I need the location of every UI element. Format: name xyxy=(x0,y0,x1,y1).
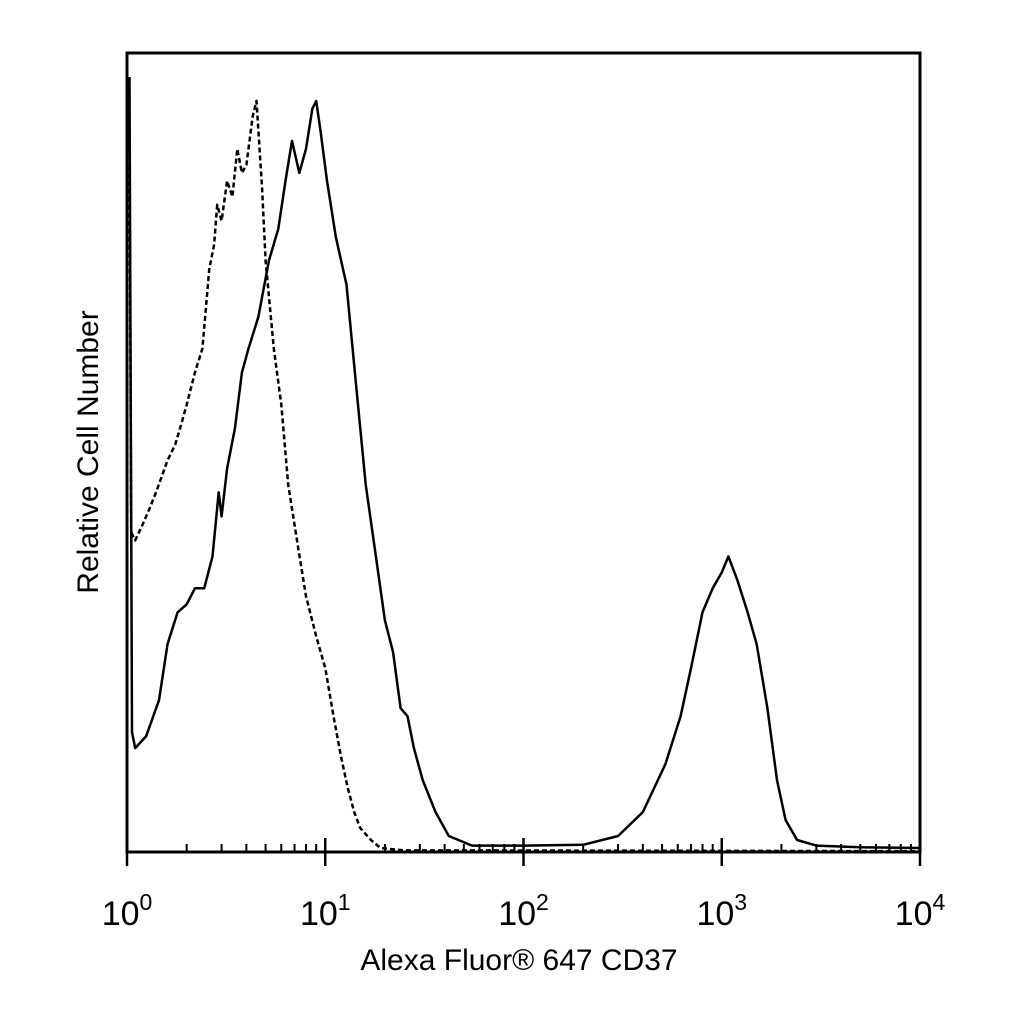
x-tick-label: 101 xyxy=(300,889,351,933)
x-major-ticks xyxy=(125,838,922,866)
x-tick-label: 100 xyxy=(102,889,153,933)
series-layer xyxy=(128,76,921,853)
x-tick-label: 103 xyxy=(696,889,747,933)
x-tick-labels: 100 101 102 103 104 xyxy=(102,889,946,933)
plot-frame xyxy=(125,51,922,854)
isotype-control-line xyxy=(128,99,921,853)
y-axis-label: Relative Cell Number xyxy=(72,310,105,593)
stained-sample-line xyxy=(128,76,921,850)
x-axis-label: Alexa Fluor® 647 CD37 xyxy=(360,944,677,977)
x-tick-label: 104 xyxy=(895,889,946,933)
x-tick-label: 102 xyxy=(498,889,549,933)
